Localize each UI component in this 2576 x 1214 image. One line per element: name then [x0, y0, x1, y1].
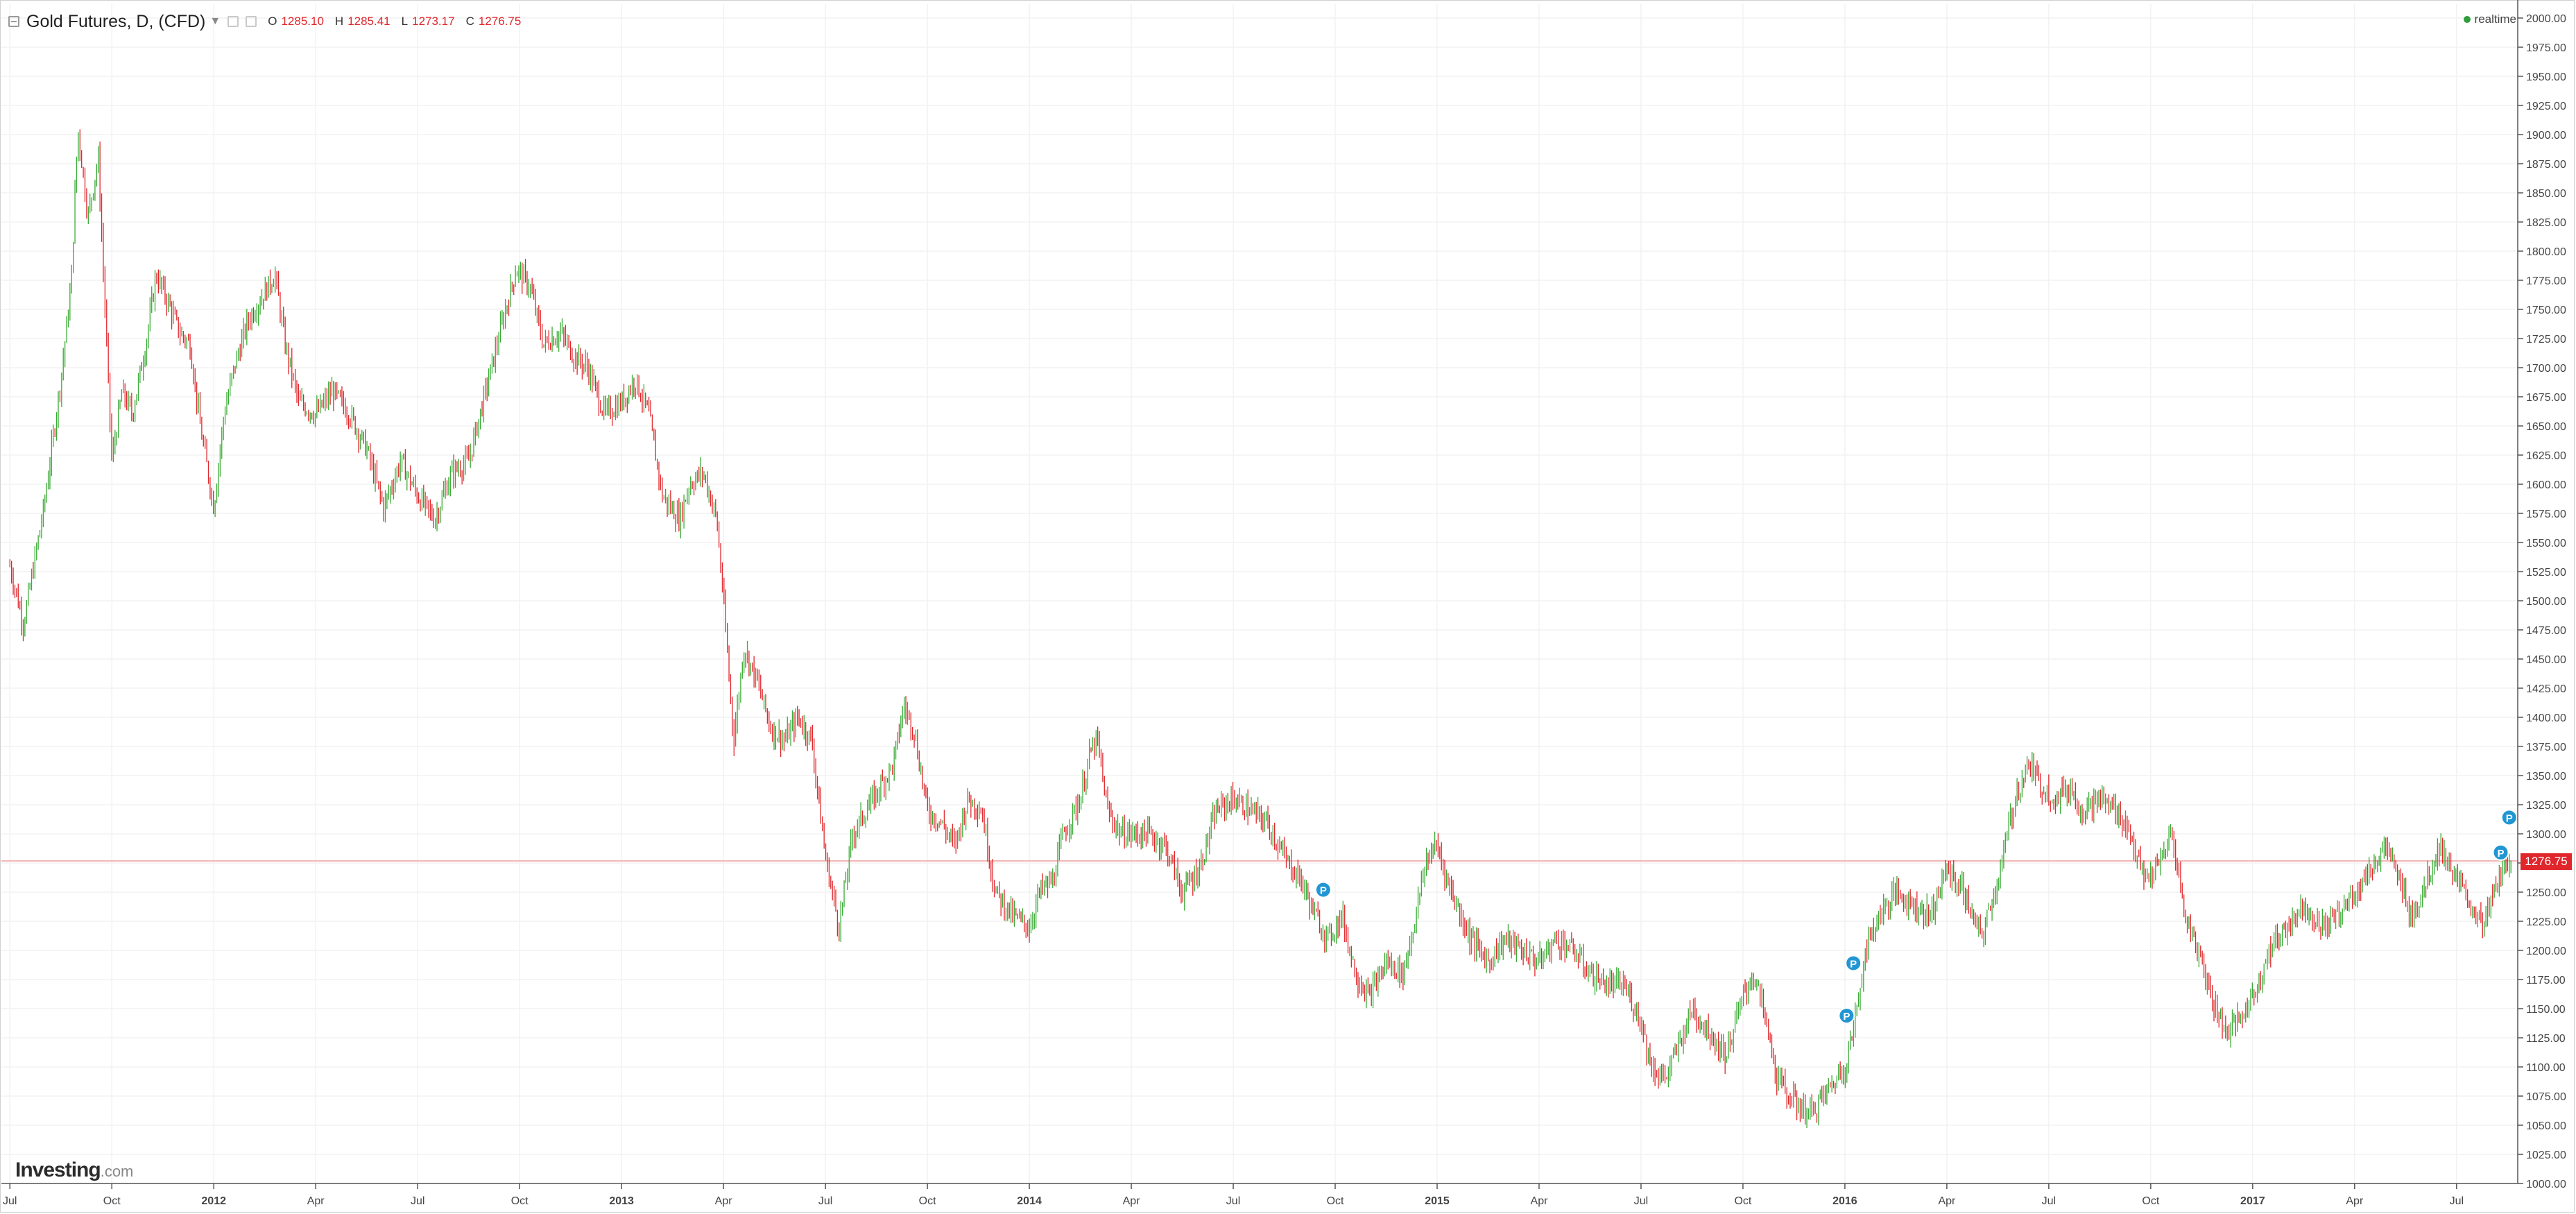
x-tick-label: Jul	[1226, 1195, 1240, 1207]
event-marker-icon	[1838, 1007, 1855, 1025]
y-tick-label: 1525.00	[2526, 567, 2566, 579]
x-tick-label: Jul	[1634, 1195, 1648, 1207]
x-tick-label: Apr	[1123, 1195, 1141, 1207]
y-tick-label: 1250.00	[2526, 887, 2566, 899]
x-tick-label: Apr	[715, 1195, 733, 1207]
x-tick-label: 2013	[609, 1195, 634, 1207]
y-tick-label: 1825.00	[2526, 217, 2566, 229]
y-tick-label: 1475.00	[2526, 625, 2566, 637]
y-tick-label: 1650.00	[2526, 421, 2566, 433]
y-tick-label: 1700.00	[2526, 363, 2566, 375]
y-tick-label: 1125.00	[2526, 1033, 2566, 1045]
y-tick-label: 1875.00	[2526, 159, 2566, 171]
y-tick-label: 1350.00	[2526, 771, 2566, 783]
event-marker-icon	[1845, 955, 1862, 972]
y-tick-label: 1575.00	[2526, 508, 2566, 520]
x-tick-label: Apr	[1938, 1195, 1956, 1207]
logo-name: Investing	[15, 1159, 101, 1181]
y-tick-label: 1100.00	[2526, 1062, 2566, 1074]
grid	[1, 4, 2518, 1184]
event-marker-icon	[2492, 844, 2509, 861]
x-tick-label: 2014	[1017, 1195, 1042, 1207]
x-tick-label: Apr	[1531, 1195, 1549, 1207]
y-tick-label: 1550.00	[2526, 538, 2566, 549]
x-tick-label: 2017	[2240, 1195, 2265, 1207]
y-tick-label: 1150.00	[2526, 1004, 2566, 1016]
x-tick-label: Oct	[103, 1195, 121, 1207]
ohlc-close: C 1276.75	[465, 15, 522, 28]
x-tick-label: Jul	[411, 1195, 424, 1207]
realtime-status: realtime	[2463, 12, 2516, 26]
x-tick-label: 2015	[1425, 1195, 1450, 1207]
y-tick-label: 1925.00	[2526, 101, 2566, 112]
y-tick-label: 1450.00	[2526, 654, 2566, 666]
event-marker-label: P	[1850, 958, 1857, 970]
ohlc-values: O 1285.10 H 1285.41 L 1273.17 C 1276.75	[268, 15, 521, 28]
y-tick-label: 1425.00	[2526, 683, 2566, 695]
event-marker-label: P	[2506, 812, 2513, 824]
y-tick-label: 1850.00	[2526, 188, 2566, 200]
logo-suffix: .com	[100, 1163, 134, 1180]
y-tick-label: 1200.00	[2526, 946, 2566, 957]
y-tick-label: 1075.00	[2526, 1091, 2566, 1103]
y-tick-label: 1225.00	[2526, 916, 2566, 928]
y-tick-label: 1625.00	[2526, 450, 2566, 462]
x-tick-label: Oct	[1327, 1195, 1344, 1207]
x-tick-label: Oct	[1734, 1195, 1751, 1207]
x-tick-label: Jul	[2042, 1195, 2056, 1207]
event-marker-icon	[1314, 881, 1332, 898]
y-tick-label: 1000.00	[2526, 1179, 2566, 1190]
settings-icon[interactable]	[227, 16, 239, 27]
y-tick-label: 1950.00	[2526, 71, 2566, 83]
event-marker-label: P	[2497, 848, 2504, 860]
x-tick-label: Oct	[511, 1195, 529, 1207]
y-tick-label: 1500.00	[2526, 596, 2566, 608]
x-tick-label: Jul	[818, 1195, 832, 1207]
y-tick-label: 1050.00	[2526, 1120, 2566, 1132]
y-tick-label: 1375.00	[2526, 742, 2566, 753]
chevron-down-icon[interactable]: ▼	[209, 15, 221, 27]
y-tick-label: 1175.00	[2526, 975, 2566, 986]
event-markers: P P P P P	[1314, 809, 2518, 1025]
y-tick-label: 1800.00	[2526, 246, 2566, 258]
y-tick-label: 1600.00	[2526, 479, 2566, 491]
y-tick-label: 1975.00	[2526, 42, 2566, 54]
collapse-icon[interactable]	[8, 16, 19, 27]
candles	[9, 129, 2511, 1129]
status-dot-icon	[2463, 16, 2471, 23]
x-tick-label: Jul	[3, 1195, 17, 1207]
y-tick-label: 1675.00	[2526, 392, 2566, 404]
y-tick-label: 1025.00	[2526, 1149, 2566, 1161]
y-tick-label: 1400.00	[2526, 712, 2566, 724]
investing-logo: Investing.com	[15, 1159, 133, 1182]
event-marker-label: P	[1320, 885, 1327, 897]
ohlc-low: L 1273.17	[401, 15, 455, 28]
x-tick-label: Apr	[2346, 1195, 2364, 1207]
last-price-label: 1276.75	[2521, 853, 2572, 870]
y-tick-label: 1300.00	[2526, 829, 2566, 841]
y-tick-label: 1325.00	[2526, 800, 2566, 812]
y-tick-label: 1725.00	[2526, 334, 2566, 345]
close-icon[interactable]	[246, 16, 257, 27]
event-marker-icon	[2500, 809, 2518, 826]
ohlc-open: O 1285.10	[268, 15, 324, 28]
x-tick-label: Apr	[307, 1195, 325, 1207]
chart-title: Gold Futures, D, (CFD)	[26, 11, 206, 31]
y-tick-label: 1775.00	[2526, 275, 2566, 287]
y-tick-label: 1750.00	[2526, 305, 2566, 316]
y-tick-label: 2000.00	[2526, 13, 2566, 25]
x-tick-label: Oct	[919, 1195, 936, 1207]
x-tick-label: Jul	[2450, 1195, 2464, 1207]
chart-header: Gold Futures, D, (CFD) ▼ O 1285.10 H 1285.…	[8, 10, 521, 33]
x-tick-label: 2016	[1832, 1195, 1857, 1207]
realtime-label: realtime	[2474, 12, 2516, 26]
x-tick-label: 2012	[201, 1195, 226, 1207]
ohlc-high: H 1285.41	[334, 15, 390, 28]
x-tick-label: Oct	[2142, 1195, 2159, 1207]
y-tick-label: 1900.00	[2526, 130, 2566, 142]
event-marker-label: P	[1843, 1011, 1850, 1023]
